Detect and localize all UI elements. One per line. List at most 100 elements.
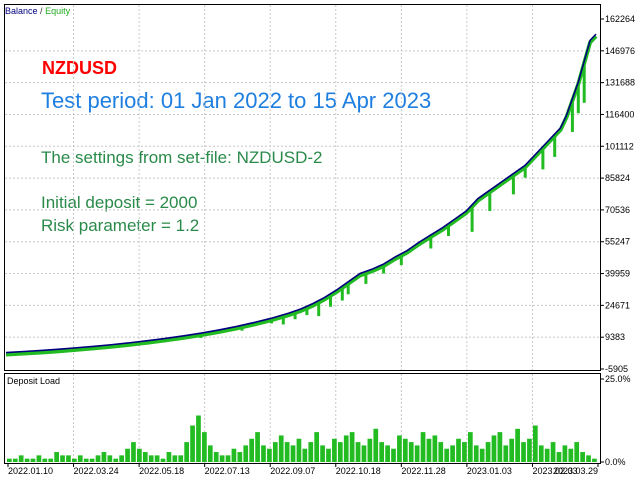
deposit-load-bar xyxy=(497,432,503,462)
x-tick-label: 2022.03.24 xyxy=(74,466,119,476)
deposit-load-bar xyxy=(391,448,396,462)
deposit-load-bar xyxy=(261,445,266,462)
deposit-load-bar xyxy=(349,432,355,462)
deposit-load-bar xyxy=(420,432,426,462)
deposit-load-bar xyxy=(272,442,278,462)
deposit-load-bar xyxy=(550,442,556,462)
deposit-load-bar xyxy=(95,455,101,462)
deposit-load-bar xyxy=(278,435,284,462)
x-tick-label: 2022.10.18 xyxy=(336,466,381,476)
deposit-load-bar xyxy=(473,445,479,462)
deposit-load-bar xyxy=(18,455,24,462)
deposit-load-bar xyxy=(337,442,343,462)
equity-series xyxy=(5,34,598,357)
deposit-load-bar xyxy=(190,425,195,462)
deposit-load-bar xyxy=(503,445,509,462)
x-tick-label: 2023.03.29 xyxy=(553,466,598,476)
chart-legend: Balance / Equity xyxy=(5,6,70,16)
deposit-load-bar xyxy=(196,415,201,462)
deposit-load-bar xyxy=(367,438,373,462)
deposit-load-bar xyxy=(308,442,314,462)
deposit-load-bar xyxy=(479,448,485,462)
deposit-load-bar xyxy=(361,445,367,462)
deposit-load-bar xyxy=(373,428,379,462)
legend-balance: Balance xyxy=(5,6,38,16)
deposit-load-frame xyxy=(4,373,601,464)
main-plot-frame xyxy=(4,4,601,371)
deposit-load-bar xyxy=(237,452,243,462)
deposit-load-bar xyxy=(219,455,225,462)
deposit-load-bar xyxy=(326,448,331,462)
y-tick-label: -5905 xyxy=(605,364,628,374)
legend-equity: Equity xyxy=(45,6,71,16)
deposit-load-bar xyxy=(485,442,491,462)
deposit-load-bar xyxy=(467,432,473,462)
load-y-tick-label: 0.0% xyxy=(605,457,626,467)
deposit-load-bar xyxy=(48,458,54,462)
deposit-load-bar xyxy=(154,455,160,462)
y-tick-label: 85824 xyxy=(605,173,630,183)
y-tick-label: 70536 xyxy=(605,205,630,215)
deposit-load-bar xyxy=(142,452,148,462)
deposit-load-bar xyxy=(89,458,95,462)
deposit-load-bar xyxy=(178,455,184,462)
deposit-load-bar xyxy=(456,438,461,462)
deposit-load-bar xyxy=(320,445,325,462)
deposit-load-bar xyxy=(42,458,48,462)
deposit-load-bar xyxy=(408,442,414,462)
deposit-load-bar xyxy=(491,435,497,462)
equity-line xyxy=(5,34,598,357)
horizontal-grid xyxy=(5,50,600,338)
deposit-load-bar xyxy=(243,445,249,462)
deposit-load-bar xyxy=(225,455,231,462)
deposit-load-bar xyxy=(125,448,130,462)
deposit-load-bar xyxy=(509,438,515,462)
deposit-load-bar xyxy=(202,432,207,462)
deposit-load-bar xyxy=(184,442,190,462)
deposit-load-bar xyxy=(562,445,568,462)
test-period-annotation: Test period: 01 Jan 2022 to 15 Apr 2023 xyxy=(41,88,432,113)
deposit-load-bar xyxy=(213,452,219,462)
deposit-load-bar xyxy=(172,455,178,462)
deposit-load-bar xyxy=(36,455,42,462)
deposit-load-bar xyxy=(72,458,77,462)
deposit-load-bar xyxy=(207,445,213,462)
deposit-load-title: Deposit Load xyxy=(7,376,61,386)
deposit-load-bar xyxy=(166,452,172,462)
y-tick-label: 39959 xyxy=(605,269,630,279)
deposit-load-bar xyxy=(544,448,550,462)
deposit-load-bar xyxy=(432,435,438,462)
deposit-load-bar xyxy=(160,458,166,462)
deposit-load-bar xyxy=(538,445,544,462)
deposit-load-bar xyxy=(101,452,107,462)
deposit-load-bar xyxy=(521,442,526,462)
deposit-load-bar xyxy=(532,425,538,462)
x-tick-label: 2023.02.03 xyxy=(532,466,577,476)
deposit-load-bar xyxy=(527,438,532,462)
y-tick-label: 24671 xyxy=(605,300,630,310)
deposit-load-bar xyxy=(450,445,455,462)
y-tick-label: 55247 xyxy=(605,237,630,247)
deposit-load-bar xyxy=(137,448,142,462)
deposit-load-bar xyxy=(355,442,361,462)
y-tick-label: 146976 xyxy=(605,46,635,56)
deposit-load-bar xyxy=(438,442,444,462)
deposit-load-bar xyxy=(568,448,574,462)
deposit-load-bar xyxy=(290,445,296,462)
initial-deposit-annotation: Initial deposit = 2000 xyxy=(41,193,198,212)
deposit-load-bar xyxy=(231,448,237,462)
deposit-load-bar xyxy=(580,452,585,462)
deposit-load-bar xyxy=(30,458,36,462)
y-tick-label: 9383 xyxy=(605,332,625,342)
deposit-load-bar xyxy=(249,438,255,462)
deposit-load-bar xyxy=(60,455,65,462)
settings-annotation: The settings from set-file: NZDUSD-2 xyxy=(41,148,323,167)
deposit-load-bar xyxy=(556,452,562,462)
deposit-load-bar xyxy=(426,438,432,462)
x-tick-label: 2022.07.13 xyxy=(205,466,250,476)
deposit-load-bar xyxy=(444,448,450,462)
x-axis-ticks: 2022.01.10 2022.03.24 2022.05.18 2022.07.13… xyxy=(7,463,599,476)
legend-separator: / xyxy=(40,6,43,16)
deposit-load-bar xyxy=(343,435,349,462)
risk-parameter-annotation: Risk parameter = 1.2 xyxy=(41,216,200,235)
